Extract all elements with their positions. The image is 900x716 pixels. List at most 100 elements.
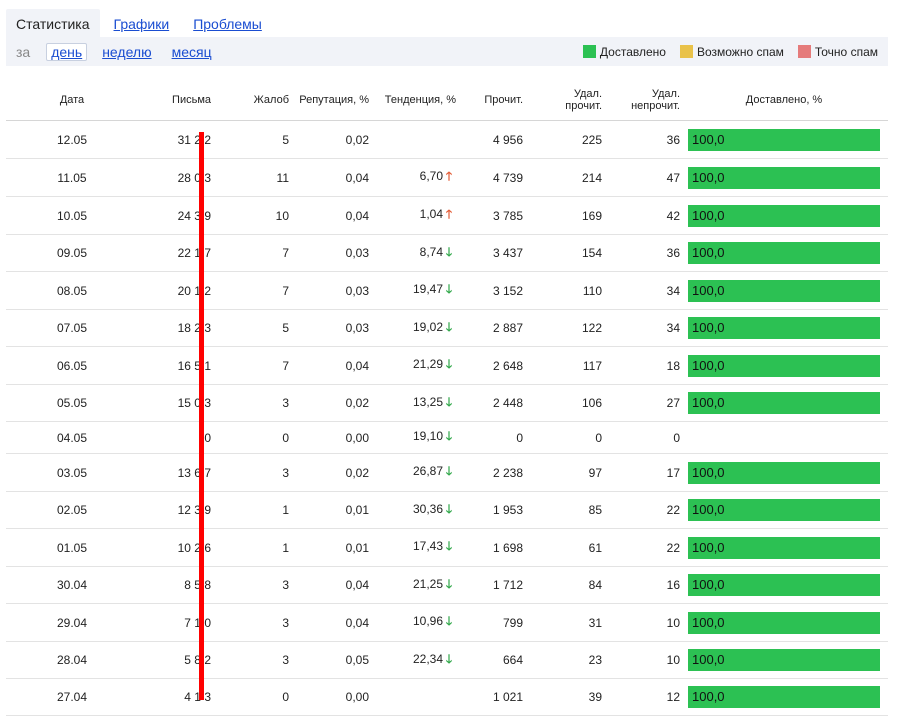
arrow-down-icon: 🡓: [445, 394, 453, 409]
row-complaints: 0: [282, 690, 289, 704]
row-deleted-read: 85: [588, 503, 602, 517]
row-trend: 10,96 🡓: [369, 604, 456, 642]
row-date: 02.05: [56, 503, 88, 517]
row-complaints: 3: [282, 465, 289, 480]
arrow-down-icon: 🡓: [445, 464, 453, 478]
row-deleted-unread: 42: [666, 208, 680, 223]
col-date[interactable]: Дата: [59, 94, 85, 106]
row-delivered: 100,0: [680, 454, 888, 492]
row-complaints: 7: [282, 358, 289, 373]
row-letters: 4 1 3: [184, 690, 211, 704]
row-read: 1 712: [492, 578, 523, 592]
arrow-up-icon: 🡑: [445, 207, 453, 221]
row-read: 1 021: [492, 690, 523, 704]
tab-problems[interactable]: Проблемы: [193, 16, 262, 32]
row-date: 07.05: [56, 321, 88, 335]
table-row: 04.05 0 0 0,00 19,10 🡓 0 0 0: [6, 422, 888, 454]
row-reputation: 0,04: [345, 615, 369, 630]
period-day[interactable]: день: [46, 42, 88, 61]
row-reputation: 0,03: [345, 246, 369, 260]
trend-value: 19,10: [412, 429, 443, 443]
tab-statistics[interactable]: Статистика: [6, 9, 100, 38]
legend-delivered: Доставлено: [582, 45, 666, 59]
row-reputation: 0,03: [345, 283, 369, 298]
row-delivered: 100,0: [680, 642, 888, 679]
legend-maybe-spam: Возможно спам: [679, 45, 784, 59]
delivered-bar: 100,0: [688, 354, 880, 377]
row-trend: [369, 679, 456, 716]
table-row: 05.05 15 0 3 3 0,02 13,25 🡓 2 448 106 27 100,0: [6, 385, 888, 422]
col-reputation[interactable]: Репутация, %: [299, 94, 369, 106]
arrow-down-icon: 🡓: [445, 614, 453, 628]
row-delivered: 100,0: [680, 235, 888, 272]
row-deleted-unread: 18: [666, 358, 680, 373]
row-trend: 26,87 🡓: [369, 454, 456, 492]
row-read: 1 953: [492, 503, 523, 517]
delivered-swatch: [582, 45, 596, 58]
row-read: 1 698: [492, 540, 523, 555]
row-deleted-unread: 34: [666, 321, 680, 335]
trend-value: 26,87: [412, 464, 443, 478]
row-complaints: 11: [276, 170, 289, 185]
row-letters: 0: [204, 430, 211, 445]
col-letters[interactable]: Письма: [172, 94, 211, 106]
delivered-bar: 100,0: [688, 242, 880, 264]
row-complaints: 0: [282, 430, 289, 445]
period-month[interactable]: месяц: [171, 43, 212, 60]
trend-value: 17,43: [412, 539, 443, 553]
row-delivered: 100,0: [680, 272, 888, 310]
trend-value: 10,96: [412, 614, 443, 628]
row-deleted-unread: 22: [666, 503, 680, 517]
trend-value: 30,36: [412, 501, 443, 516]
row-read: 664: [502, 653, 523, 667]
row-deleted-read: 31: [588, 615, 602, 630]
maybe-spam-swatch: [679, 45, 693, 58]
row-delivered: 100,0: [680, 159, 888, 197]
row-deleted-unread: 10: [666, 615, 680, 630]
row-deleted-unread: 34: [666, 283, 680, 298]
row-trend: 19,10 🡓: [369, 422, 456, 454]
trend-value: 21,25: [412, 576, 443, 591]
tab-charts[interactable]: Графики: [113, 16, 170, 32]
row-deleted-read: 106: [581, 396, 602, 410]
table-row: 27.04 4 1 3 0 0,00 1 021 39 12 100,0: [6, 679, 888, 716]
row-complaints: 10: [275, 208, 289, 223]
row-complaints: 5: [282, 132, 289, 147]
table-row: 11.05 28 0 3 11 0,04 6,70 🡑 4 739 214 47 100,0: [6, 159, 888, 197]
row-date: 03.05: [56, 465, 88, 480]
row-complaints: 3: [282, 396, 289, 410]
row-complaints: 3: [282, 653, 289, 667]
col-deleted-read[interactable]: Удал. прочит.: [565, 88, 602, 112]
row-delivered: 100,0: [680, 529, 888, 567]
period-week[interactable]: неделю: [102, 43, 152, 60]
table-row: 09.05 22 1 7 7 0,03 8,74 🡓 3 437 154 36 100,0: [6, 235, 888, 272]
row-letters: 5 8 2: [184, 653, 211, 667]
col-delivered[interactable]: Доставлено, %: [745, 94, 823, 106]
row-date: 01.05: [56, 540, 88, 555]
arrow-down-icon: 🡓: [445, 282, 453, 296]
row-deleted-read: 122: [581, 321, 602, 335]
row-deleted-unread: 17: [666, 465, 680, 480]
row-deleted-unread: 16: [666, 578, 680, 592]
trend-value: 1,04: [419, 207, 443, 221]
table-row: 12.05 31 2 2 5 0,02 4 956 225 36 100,0: [6, 121, 888, 159]
legend-label: Точно спам: [814, 44, 878, 59]
row-reputation: 0,02: [345, 132, 369, 147]
row-deleted-unread: 12: [666, 690, 680, 704]
col-complaints[interactable]: Жалоб: [253, 94, 289, 106]
table-row: 10.05 24 3 9 10 0,04 1,04 🡑 3 785 169 42 100,0: [6, 197, 888, 235]
table-row: 30.04 8 5 8 3 0,04 21,25 🡓 1 712 84 16 100,0: [6, 567, 888, 604]
delivered-bar: 100,0: [688, 128, 880, 151]
row-deleted-read: 97: [588, 465, 602, 480]
row-read: 0: [516, 430, 523, 445]
row-deleted-read: 110: [582, 283, 602, 298]
row-reputation: 0,04: [345, 358, 369, 373]
period-prefix: за: [16, 43, 31, 60]
col-deleted-unread[interactable]: Удал. непрочит.: [631, 88, 680, 112]
row-deleted-read: 0: [595, 430, 602, 445]
trend-value: 19,02: [412, 319, 443, 334]
col-trend[interactable]: Тенденция, %: [384, 94, 456, 106]
row-delivered: [680, 422, 888, 454]
table-row: 07.05 18 2 3 5 0,03 19,02 🡓 2 887 122 34 100,0: [6, 310, 888, 347]
col-read[interactable]: Прочит.: [484, 94, 523, 106]
